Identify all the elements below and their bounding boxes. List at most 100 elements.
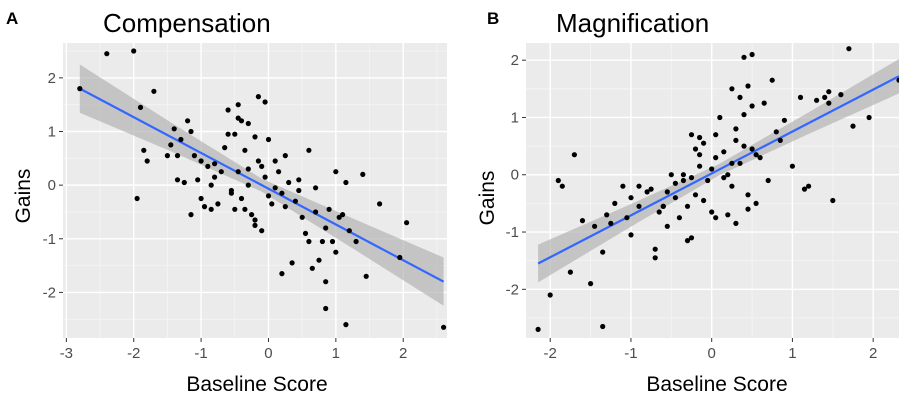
panel-b-y-tick-label: 0 <box>511 167 519 184</box>
panel-b-point <box>688 132 695 138</box>
panel-b-point <box>692 146 699 152</box>
panel-b-point <box>660 203 666 209</box>
panel-a-point <box>309 265 315 271</box>
panel-b-point <box>721 175 727 181</box>
panel-b-point <box>636 183 642 189</box>
panel-a-point <box>174 153 181 159</box>
panel-a-point <box>245 166 251 172</box>
panel-b-point <box>846 46 852 52</box>
panel-a-point <box>174 177 181 183</box>
panel-a-y-axis-label: Gains <box>12 169 35 224</box>
panel-b-point <box>741 112 747 118</box>
panel-b-point <box>668 172 674 178</box>
panel-b-point <box>636 203 642 209</box>
panel-a-point <box>323 305 329 312</box>
panel-a-x-tick-label: -3 <box>60 345 73 362</box>
panel-a-point <box>313 209 319 215</box>
panel-a-point <box>346 228 352 234</box>
panel-a-point <box>289 260 295 266</box>
panel-a-point <box>141 147 147 153</box>
panel-a-point <box>228 187 234 194</box>
panel-a-point <box>259 163 265 169</box>
panel-b-point <box>680 177 687 184</box>
panel-a-point <box>306 147 312 153</box>
panel-a-point <box>333 169 339 175</box>
panel-a-point <box>265 193 272 199</box>
panel-b-point <box>717 114 723 121</box>
panel-b-point <box>713 132 719 138</box>
panel-a-point <box>286 179 292 186</box>
panel-b-point <box>822 94 828 100</box>
panel-a-point <box>404 220 410 226</box>
panel-b-point <box>729 86 735 92</box>
panel-a-point <box>252 217 258 223</box>
panel-b-point <box>745 83 751 89</box>
panel-a-point <box>343 179 349 186</box>
panel-b-point <box>749 51 755 58</box>
panel-a-point <box>225 131 231 137</box>
panel-b-point <box>866 114 872 121</box>
panel-a-point <box>181 179 187 186</box>
panel-b-point <box>801 186 808 192</box>
panel-b-point <box>769 77 775 83</box>
panel-b-point <box>789 163 796 169</box>
panel-a-point <box>144 158 150 164</box>
panel-a-point <box>151 88 157 94</box>
panel-b-point <box>850 123 856 129</box>
panel-b-point <box>672 180 679 186</box>
panel-b-point <box>705 177 711 184</box>
panel-a-title: Compensation <box>103 8 271 38</box>
panel-b-point <box>697 163 703 169</box>
panel-b-point <box>814 97 820 103</box>
panel-b-point <box>555 177 561 184</box>
panel-a-point <box>225 107 231 113</box>
panel-a-point <box>397 254 403 261</box>
panel-a-point <box>319 238 325 245</box>
panel-b-point <box>620 183 626 189</box>
panel-b-point <box>733 220 739 226</box>
panel-a-point <box>195 177 201 183</box>
panel-b-point <box>656 209 662 215</box>
panel-b-point <box>628 195 634 201</box>
panel-b-point <box>753 152 759 158</box>
panel-a-point <box>164 153 170 159</box>
panel-a-point <box>201 204 208 210</box>
panel-a-point <box>279 271 285 277</box>
panel-a-point <box>296 177 302 183</box>
panel-b-point <box>826 100 832 106</box>
panel-b-x-tick-label: 0 <box>708 345 716 362</box>
panel-a-point <box>252 222 258 228</box>
panel-b-point <box>797 94 804 100</box>
panel-b-point <box>571 152 578 158</box>
panel-a-point <box>363 273 369 279</box>
panel-a-point <box>242 147 248 153</box>
panel-a-point <box>441 324 447 330</box>
panel-b-point <box>535 326 541 332</box>
panel-b-x-tick-label: 2 <box>869 345 877 362</box>
panel-b-point <box>684 203 691 209</box>
panel-a-point <box>212 161 218 167</box>
panel-a-point <box>272 158 278 164</box>
panel-a-point <box>232 206 238 212</box>
panel-a-point <box>323 225 329 231</box>
panel-a-point <box>262 174 268 180</box>
panel-a-point <box>326 206 332 212</box>
panel-a-point <box>269 201 275 207</box>
panel-b-fit-line <box>537 75 899 265</box>
panel-b-x-axis-label: Baseline Score <box>646 373 787 396</box>
panel-a-point <box>272 185 278 191</box>
panel-b-point <box>709 209 715 215</box>
panel-a-letter: A <box>6 9 18 28</box>
panel-a-y-tick-label: 0 <box>48 177 56 194</box>
panel-b-point <box>713 155 719 161</box>
panel-b-point <box>721 149 727 155</box>
panel-b-point <box>701 140 707 146</box>
panel-a-point <box>232 131 238 137</box>
panel-b-x-tick-label: -2 <box>544 345 557 362</box>
panel-a-point <box>296 187 302 194</box>
panel-b-point <box>745 206 751 212</box>
panel-a-point <box>242 206 248 212</box>
panel-a-point <box>316 257 322 263</box>
